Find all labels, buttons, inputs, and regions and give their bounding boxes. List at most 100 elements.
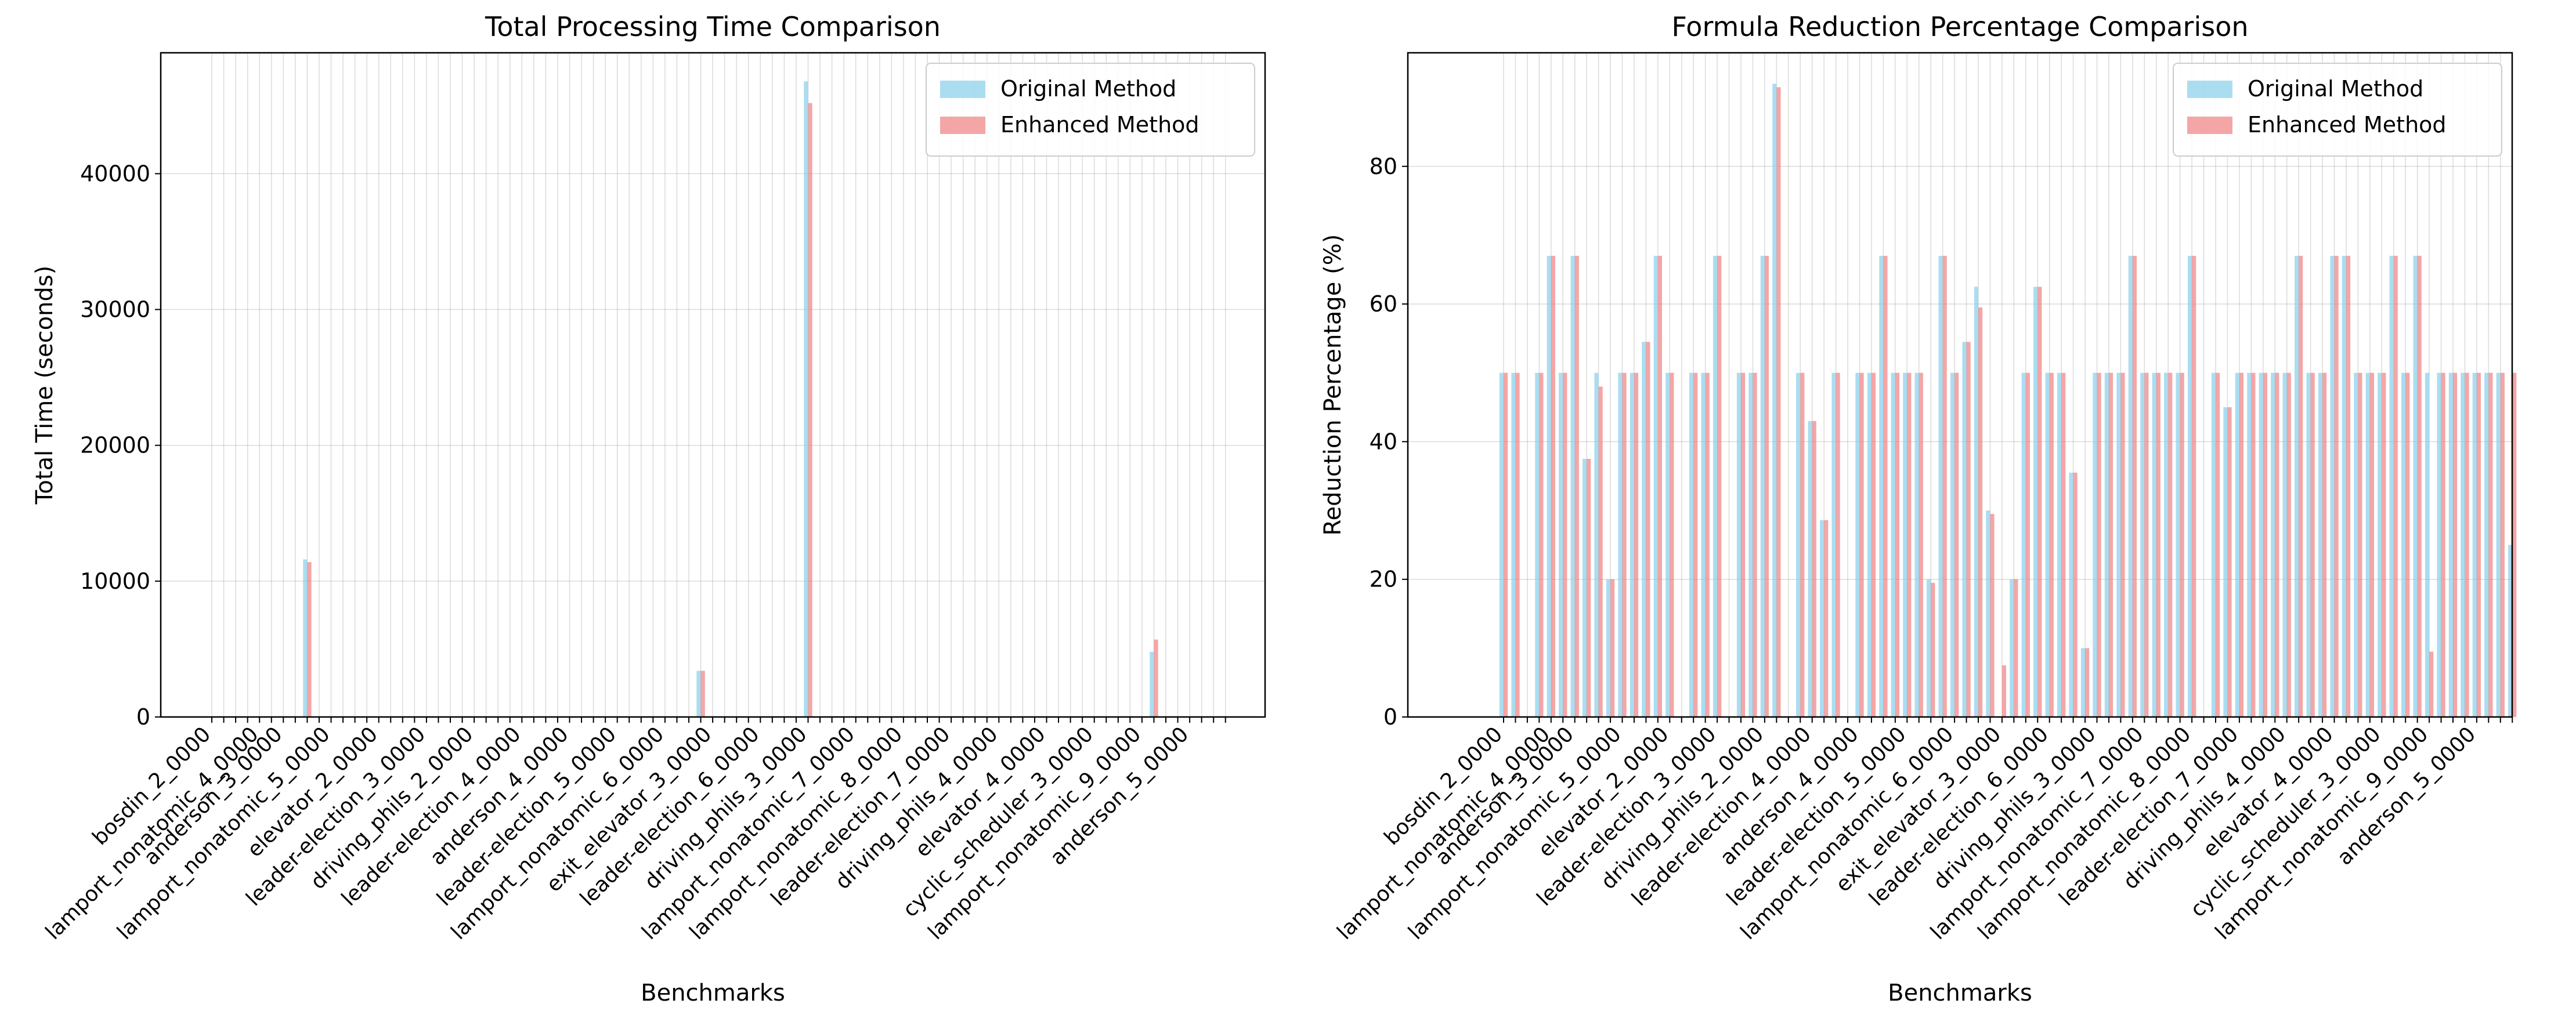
bar-original [2354, 372, 2358, 717]
bar-enhanced [1741, 372, 1746, 717]
bar-enhanced [1587, 459, 1591, 717]
bar-enhanced [700, 671, 705, 717]
bar-original [2164, 372, 2169, 717]
legend-entry-enhanced-swatch [940, 117, 985, 134]
bar-original [2128, 256, 2133, 718]
bar-original [2235, 372, 2239, 717]
bar-original [2389, 256, 2394, 718]
legend-entry-original-swatch [940, 81, 985, 98]
x-axis-label: Benchmarks [1888, 980, 2032, 1006]
bar-original [1712, 256, 1718, 718]
bar-original [2306, 372, 2311, 717]
bar-original [1986, 510, 1990, 717]
bar-enhanced [307, 562, 312, 717]
bar-original [1547, 256, 1551, 718]
legend-entry-enhanced-label: Enhanced Method [1000, 112, 1200, 137]
bar-original [1879, 256, 1884, 718]
plot-area: 0 10000 20000 30000 40000 bosdin_2_0000lampor… [41, 52, 1266, 944]
bar-enhanced [2216, 372, 2220, 717]
bar-original [1962, 342, 1967, 717]
bar-enhanced [2014, 579, 2018, 717]
bar-enhanced [2025, 372, 2030, 717]
bar-enhanced [1705, 372, 1710, 717]
bar-enhanced [2275, 372, 2279, 717]
bar-enhanced [2037, 287, 2042, 717]
bar-original [1796, 372, 1801, 717]
bar-enhanced [1551, 256, 1555, 718]
x-axis-label: Benchmarks [641, 980, 785, 1006]
bar-original [1748, 372, 1753, 717]
bar-enhanced [2405, 372, 2410, 717]
bar-original [1891, 372, 1895, 717]
bar-original [1701, 372, 1706, 717]
chart-panel-formula-reduction: 0 20 40 60 80 bosdin_2_0000 lamport_nonatomic_… [1288, 0, 2576, 1025]
bar-original [1736, 372, 1741, 717]
bar-original [2104, 372, 2109, 717]
bar-original [2401, 372, 2406, 717]
bar-original [1855, 372, 1860, 717]
bar-enhanced [2512, 372, 2517, 717]
plot-area: 0 20 40 60 80 bosdin_2_0000lamport_nonatomic_… [1332, 52, 2517, 944]
y-tick-label: 80 [1370, 154, 1397, 179]
x-axis-ticks: bosdin_2_0000lamport_nonatomic_4_0000and… [1332, 717, 2513, 944]
bar-enhanced [2239, 372, 2244, 717]
bar-original [2496, 372, 2501, 717]
bar-original [1570, 256, 1575, 718]
bar-original [1927, 579, 1931, 717]
bar-enhanced [1693, 372, 1698, 717]
bar-original [2152, 372, 2156, 717]
bar-original [1689, 372, 1694, 717]
bar-original [1974, 287, 1978, 717]
bar-original [2176, 372, 2180, 717]
bars [303, 81, 1158, 718]
bar-enhanced [2453, 372, 2458, 717]
bar-original [1594, 372, 1599, 717]
bar-original [2271, 372, 2275, 717]
bar-enhanced [2097, 372, 2101, 717]
bar-original [1511, 372, 1516, 717]
legend-entry-enhanced-swatch [2187, 117, 2232, 134]
bar-enhanced [1907, 372, 1912, 717]
bar-enhanced [1883, 256, 1888, 718]
bar-enhanced [1657, 256, 1663, 718]
bar-enhanced [2322, 372, 2327, 717]
bar-original [2187, 256, 2192, 718]
bar-enhanced [2227, 407, 2232, 717]
bar-original [2425, 372, 2430, 717]
bar-enhanced [1919, 372, 1923, 717]
bar-enhanced [1634, 372, 1639, 717]
bar-enhanced [2369, 372, 2375, 717]
bar-original [1535, 372, 1540, 717]
y-tick-label: 20 [1370, 567, 1397, 592]
legend: Original Method Enhanced Method [2173, 63, 2502, 157]
bar-original [2033, 287, 2038, 717]
bar-original [1499, 372, 1504, 717]
bar-original [1665, 372, 1670, 717]
y-tick-label: 40 [1370, 429, 1397, 454]
bar-original [2080, 648, 2086, 717]
bar-original [2057, 372, 2062, 717]
bar-original [1867, 372, 1872, 717]
bar-original [2093, 372, 2097, 717]
bar-enhanced [1800, 372, 1805, 717]
bar-original [2247, 372, 2252, 717]
bar-enhanced [1954, 372, 1959, 717]
bar-original [2021, 372, 2026, 717]
bar-enhanced [2346, 256, 2351, 718]
y-tick-label: 10000 [80, 568, 150, 594]
y-axis-ticks: 0 10000 20000 30000 40000 [80, 161, 161, 730]
bar-enhanced [2073, 472, 2078, 717]
bar-enhanced [1646, 342, 1650, 717]
bar-enhanced [1563, 372, 1567, 717]
bar-enhanced [1776, 87, 1781, 718]
y-tick-label: 60 [1370, 291, 1397, 317]
bar-enhanced [2382, 372, 2386, 717]
bar-enhanced [2156, 372, 2160, 717]
bar-original [1653, 256, 1658, 718]
bar-original [2413, 256, 2418, 718]
bar-original [1914, 372, 1919, 717]
bar-enhanced [1764, 256, 1769, 718]
bar-enhanced [2488, 372, 2493, 717]
bar-original [2116, 372, 2121, 717]
bar-enhanced [2192, 256, 2196, 718]
